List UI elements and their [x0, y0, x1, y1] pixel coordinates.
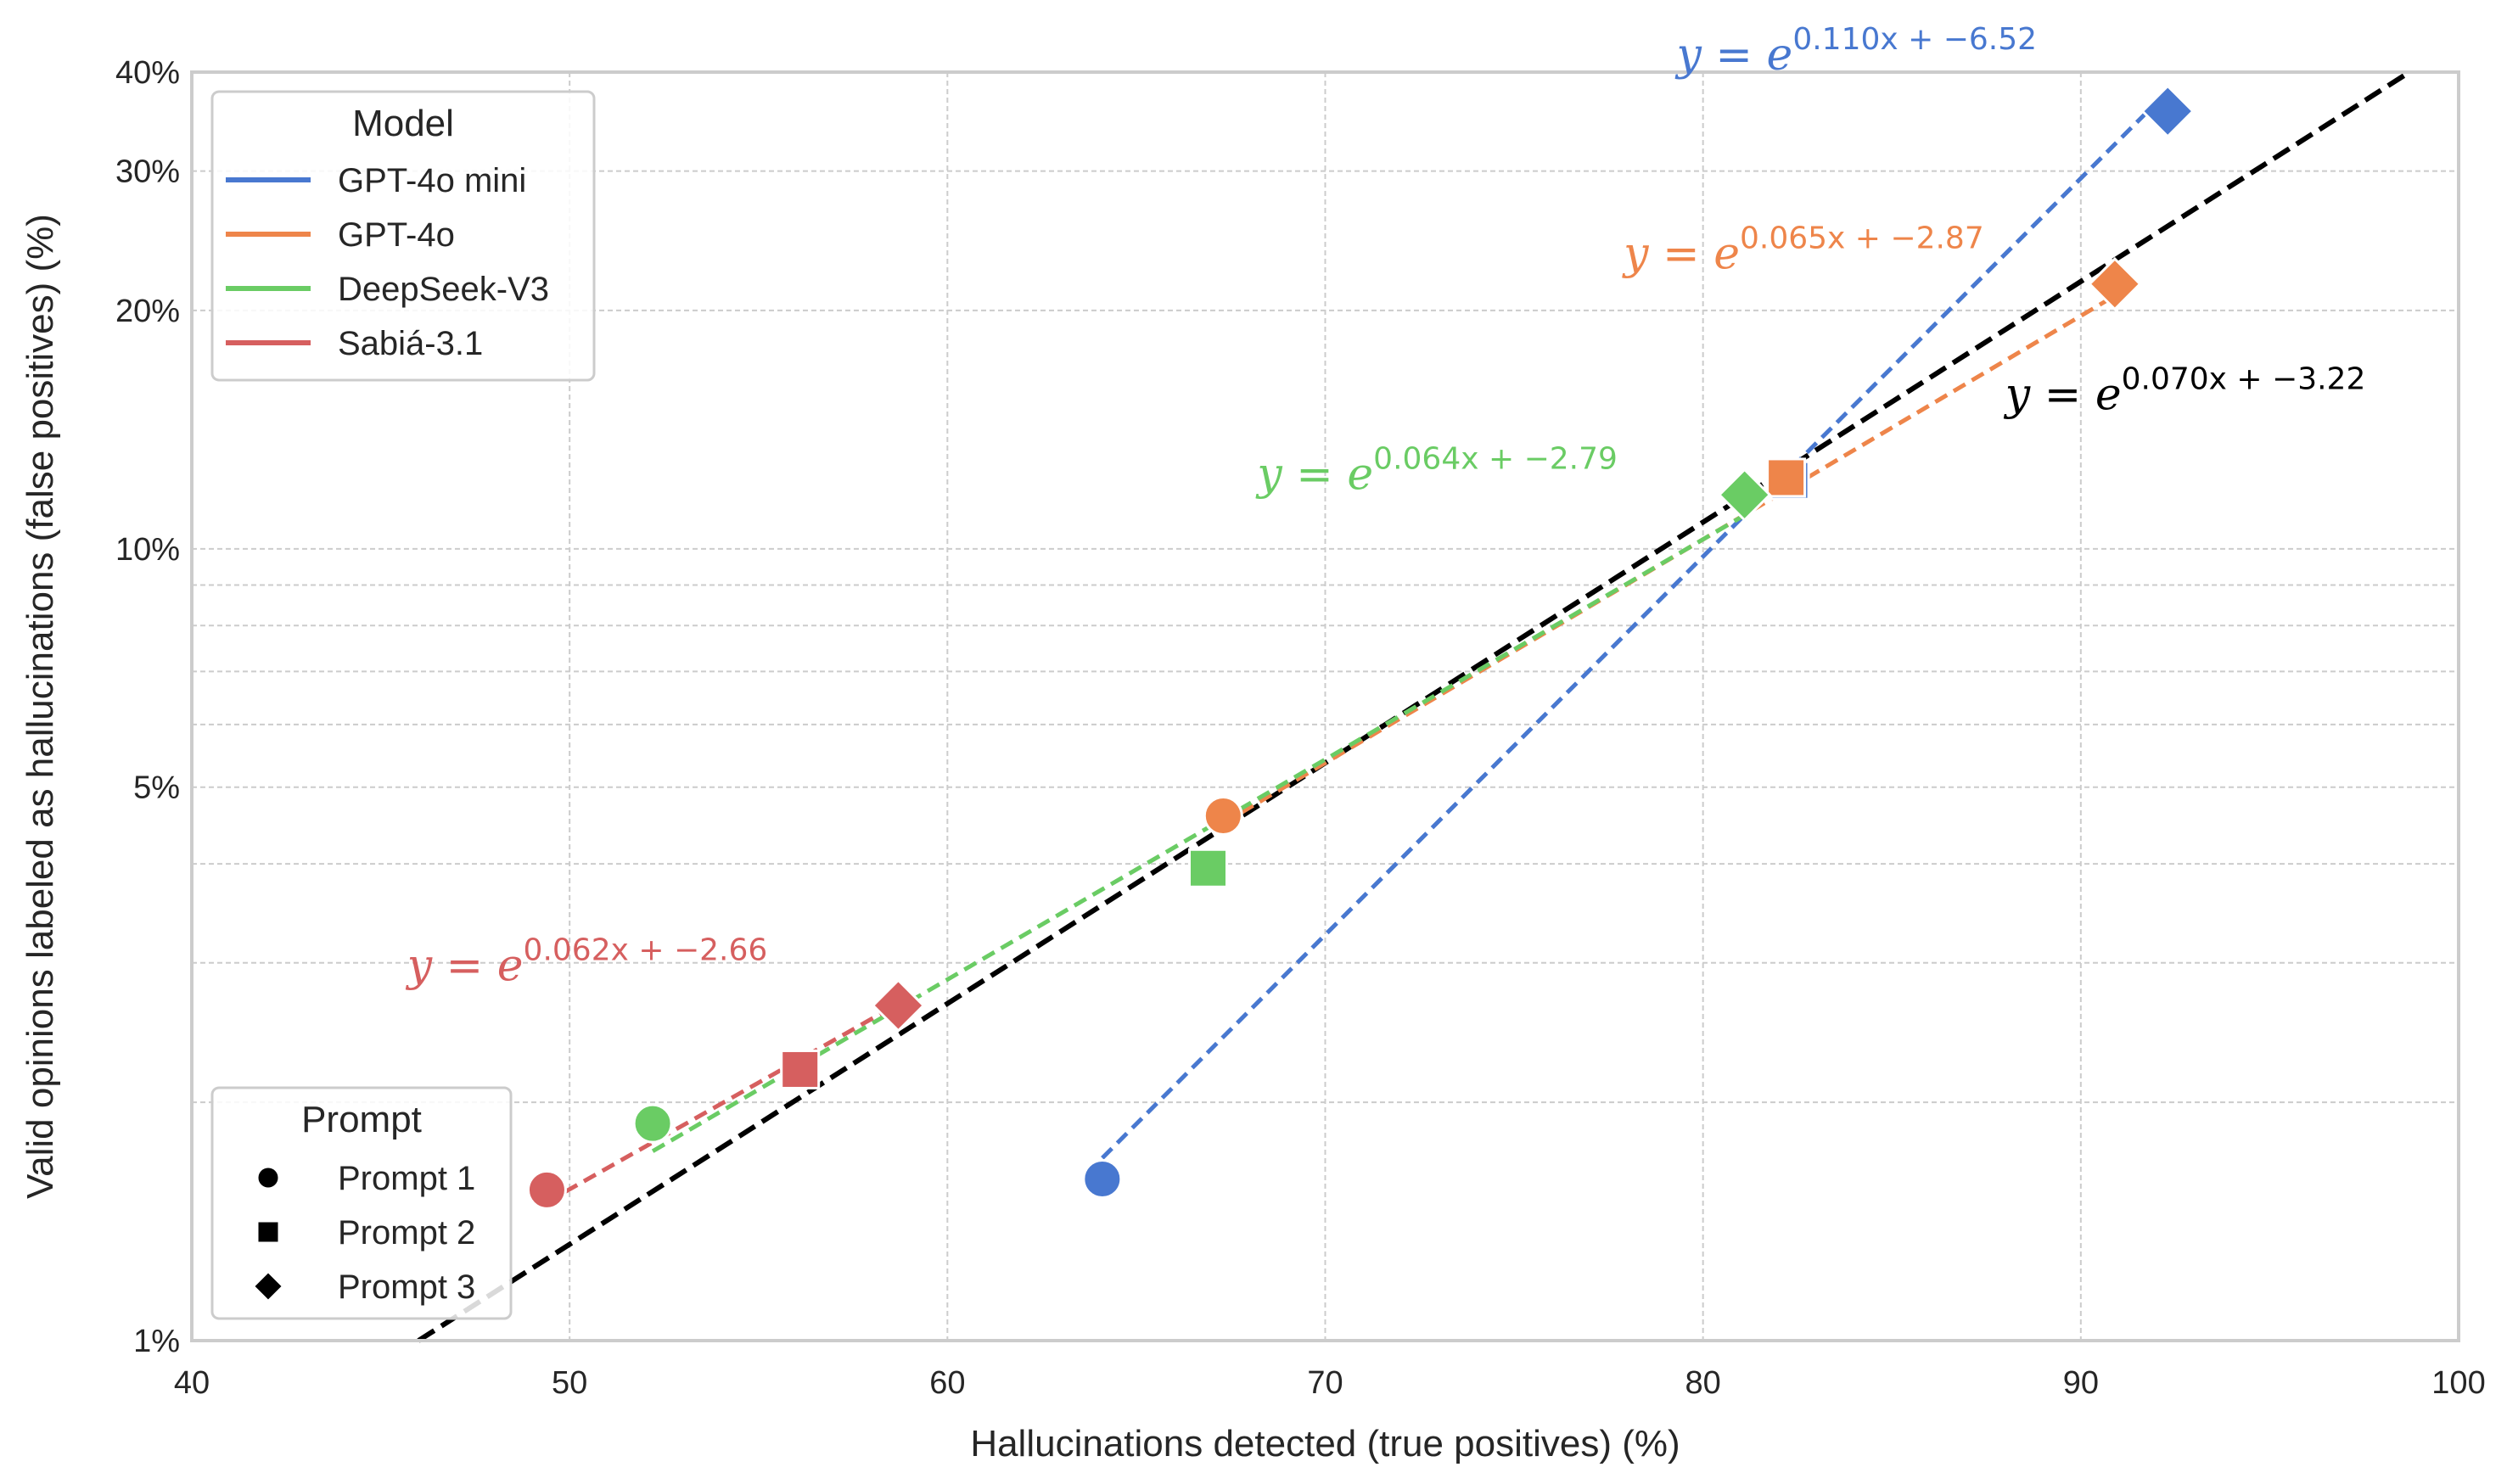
point-marker: [1203, 796, 1243, 837]
point-marker: [1717, 468, 1772, 523]
axis-ticks: 40 50 60 70 80 90 100 1% 5% 10% 20% 30% 40%: [115, 55, 2486, 1401]
plot-frame: [190, 70, 2460, 1342]
point-marker: [526, 1169, 567, 1210]
legend-model-label: Sabiá-3.1: [338, 325, 483, 362]
y-tick-label: 10%: [115, 532, 180, 568]
legend-model-label: GPT-4o mini: [338, 162, 526, 199]
x-tick-label: 60: [929, 1365, 965, 1401]
point-marker: [1082, 1159, 1123, 1200]
legend-model-label: GPT-4o: [338, 216, 455, 254]
x-tick-label: 40: [174, 1365, 210, 1401]
fit-equation: y = e0.062x + −2.66: [406, 933, 768, 992]
legend-prompt-label: Prompt 1: [338, 1160, 475, 1197]
point-marker: [780, 1049, 821, 1089]
point-marker: [255, 1219, 281, 1245]
x-tick-label: 50: [552, 1365, 587, 1401]
fit-equation: y = e0.064x + −2.79: [1255, 441, 1618, 500]
legend-model-label: DeepSeek-V3: [338, 271, 549, 308]
fit-equation: y = e0.070x + −3.22: [2004, 362, 2366, 421]
point-marker: [632, 1103, 673, 1144]
fit-line: [546, 1001, 900, 1204]
point-marker: [255, 1165, 281, 1190]
point-marker: [2088, 256, 2142, 311]
x-tick-label: 80: [1685, 1365, 1721, 1401]
point-marker: [871, 978, 926, 1033]
point-marker: [251, 1269, 285, 1303]
fit-equation: y = e0.110x + −6.52: [1675, 22, 2038, 81]
legend-model-title: Model: [352, 103, 454, 144]
y-tick-label: 5%: [133, 770, 180, 806]
fit-line: [651, 513, 1746, 1153]
fit-equation: y = e0.065x + −2.87: [1622, 221, 1984, 279]
fit-lines: [417, 70, 2411, 1343]
point-marker: [1187, 848, 1228, 888]
legend-prompt-box: [210, 1086, 513, 1320]
legend-prompt-title: Prompt: [301, 1099, 422, 1140]
legend-prompt-label: Prompt 3: [338, 1268, 475, 1306]
legend-prompt: Prompt Prompt 1 Prompt 2 Prompt 3: [210, 1086, 513, 1320]
x-tick-label: 100: [2431, 1365, 2485, 1401]
x-tick-label: 70: [1307, 1365, 1343, 1401]
y-axis-label: Valid opinions labeled as hallucinations…: [20, 214, 61, 1199]
fit-equations: y = e0.110x + −6.52 y = e0.065x + −2.87 y …: [406, 22, 2366, 992]
y-tick-label: 20%: [115, 294, 180, 329]
x-tick-label: 90: [2063, 1365, 2099, 1401]
data-points: [526, 84, 2196, 1210]
legend-model-box: [210, 90, 596, 382]
legend-model: Model GPT-4o mini GPT-4o DeepSeek-V3 Sabiá-3…: [210, 90, 596, 382]
legend-prompt-label: Prompt 2: [338, 1214, 475, 1252]
x-axis-label: Hallucinations detected (true positives)…: [970, 1423, 1680, 1464]
y-tick-label: 40%: [115, 55, 180, 91]
fit-line: [1101, 89, 2169, 1160]
y-tick-label: 1%: [133, 1324, 180, 1359]
point-marker: [2140, 84, 2196, 138]
point-marker: [1766, 457, 1807, 498]
y-tick-label: 30%: [115, 154, 180, 190]
